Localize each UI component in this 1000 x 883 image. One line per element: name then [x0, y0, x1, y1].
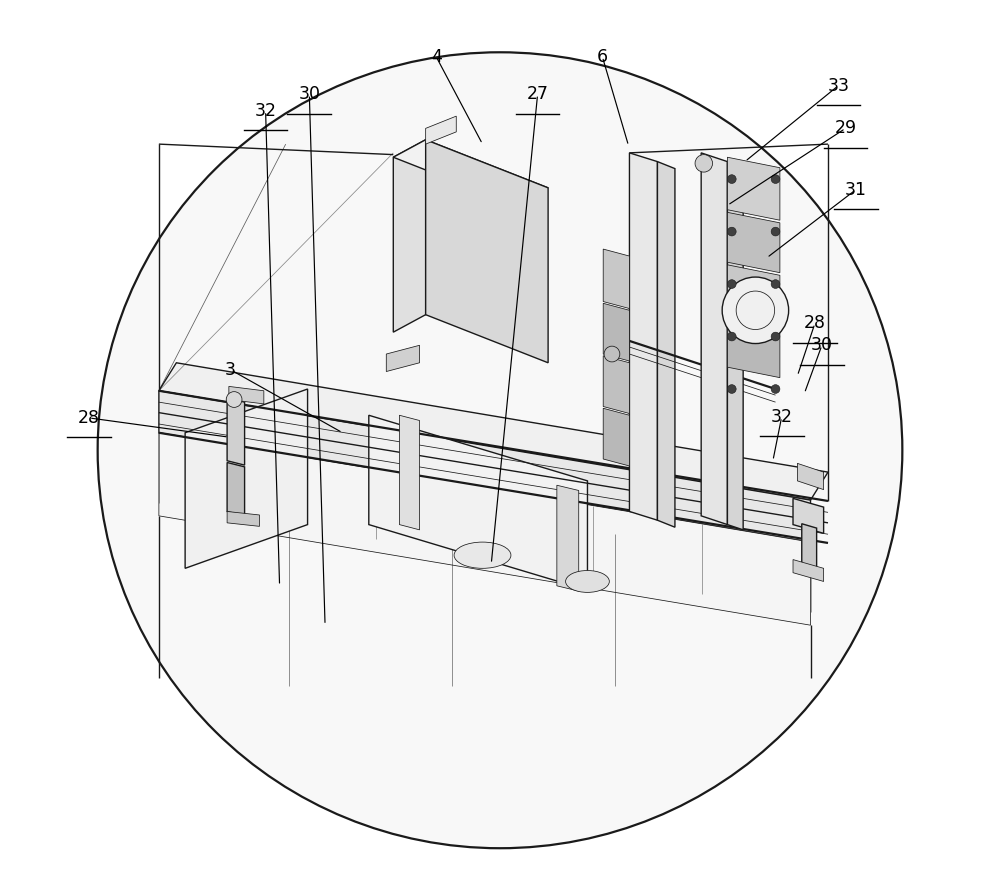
Polygon shape — [727, 317, 780, 378]
Polygon shape — [629, 153, 657, 520]
Text: 28: 28 — [804, 314, 826, 332]
Polygon shape — [727, 212, 780, 273]
Ellipse shape — [566, 570, 609, 592]
Circle shape — [727, 385, 736, 394]
Polygon shape — [701, 153, 727, 525]
Polygon shape — [227, 511, 259, 526]
Polygon shape — [393, 140, 426, 332]
Circle shape — [226, 392, 242, 407]
Polygon shape — [797, 464, 824, 489]
Polygon shape — [229, 387, 264, 404]
Polygon shape — [159, 363, 828, 500]
Text: 3: 3 — [225, 361, 236, 379]
Text: 33: 33 — [827, 77, 849, 94]
Circle shape — [771, 175, 780, 184]
Circle shape — [727, 227, 736, 236]
Ellipse shape — [98, 52, 902, 849]
Polygon shape — [159, 391, 811, 542]
Text: 32: 32 — [771, 408, 793, 426]
Text: 27: 27 — [527, 86, 549, 103]
Polygon shape — [793, 498, 824, 533]
Circle shape — [727, 332, 736, 341]
Polygon shape — [603, 408, 629, 466]
Circle shape — [722, 277, 789, 343]
Polygon shape — [603, 249, 629, 308]
Circle shape — [695, 155, 713, 172]
Circle shape — [771, 332, 780, 341]
Circle shape — [727, 280, 736, 289]
Text: 32: 32 — [255, 102, 277, 120]
Polygon shape — [399, 415, 420, 530]
Ellipse shape — [454, 542, 511, 569]
Text: 6: 6 — [597, 48, 608, 65]
Polygon shape — [557, 486, 579, 591]
Text: 30: 30 — [298, 86, 320, 103]
Circle shape — [771, 227, 780, 236]
Polygon shape — [727, 265, 780, 325]
Text: 31: 31 — [845, 181, 867, 199]
Text: 29: 29 — [834, 119, 857, 138]
Circle shape — [604, 346, 620, 362]
Polygon shape — [802, 524, 817, 570]
Polygon shape — [185, 389, 308, 569]
Polygon shape — [727, 162, 743, 530]
Text: 28: 28 — [78, 409, 100, 426]
Polygon shape — [227, 463, 245, 516]
Polygon shape — [426, 140, 548, 363]
Polygon shape — [393, 140, 548, 206]
Circle shape — [771, 280, 780, 289]
Polygon shape — [227, 397, 245, 465]
Polygon shape — [159, 433, 811, 625]
Text: 30: 30 — [811, 336, 833, 354]
Polygon shape — [369, 415, 587, 590]
Polygon shape — [793, 560, 824, 581]
Circle shape — [771, 385, 780, 394]
Polygon shape — [603, 303, 629, 361]
Text: 4: 4 — [431, 48, 442, 65]
Polygon shape — [727, 157, 780, 220]
Polygon shape — [426, 117, 456, 144]
Circle shape — [727, 175, 736, 184]
Polygon shape — [603, 356, 629, 413]
Polygon shape — [657, 162, 675, 527]
Polygon shape — [386, 345, 420, 372]
